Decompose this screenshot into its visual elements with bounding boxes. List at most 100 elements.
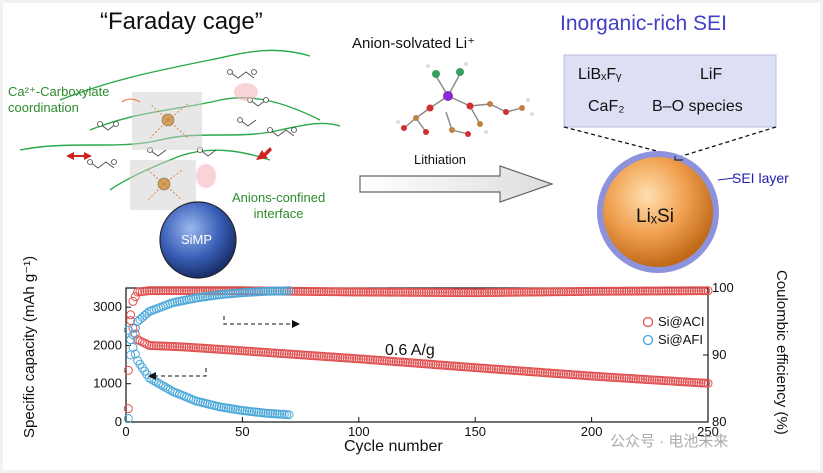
capacity-point-si-aci	[147, 341, 157, 351]
ce-point-si-aci	[419, 287, 429, 297]
ce-point-si-aci	[396, 287, 406, 297]
ce-point-si-afi	[272, 286, 282, 296]
ce-point-si-aci	[349, 287, 359, 297]
y-axis-label-right: Coulombic efficiency (%)	[773, 270, 790, 435]
ce-point-si-afi	[275, 286, 285, 296]
ce-point-si-aci	[584, 286, 594, 296]
ce-point-si-afi	[249, 287, 259, 297]
ce-point-si-aci	[340, 287, 350, 297]
ce-point-si-aci	[321, 287, 331, 297]
ce-point-si-aci	[505, 287, 515, 297]
ce-point-si-aci	[356, 287, 366, 297]
ce-point-si-aci	[435, 287, 445, 297]
capacity-point-si-afi	[130, 349, 140, 359]
ce-point-si-aci	[608, 286, 618, 296]
ce-point-si-aci	[289, 286, 299, 296]
capacity-point-si-afi	[158, 381, 168, 391]
ce-point-si-aci	[151, 286, 161, 296]
ce-point-si-aci	[428, 287, 438, 297]
ce-point-si-aci	[291, 286, 301, 296]
ce-point-si-aci	[549, 287, 559, 297]
ce-point-si-aci	[296, 286, 306, 296]
ce-point-si-aci	[417, 287, 427, 297]
ce-point-si-aci	[507, 287, 517, 297]
sei-composition-box	[563, 54, 777, 128]
capacity-point-si-aci	[668, 376, 678, 386]
capacity-point-si-aci	[589, 371, 599, 381]
ce-point-si-aci	[161, 286, 171, 296]
capacity-point-si-afi	[284, 410, 294, 420]
ce-point-si-afi	[142, 308, 152, 318]
ce-point-si-aci	[300, 286, 310, 296]
ce-point-si-aci	[347, 287, 357, 297]
ce-point-si-aci	[591, 286, 601, 296]
capacity-point-si-aci	[601, 372, 611, 382]
x-axis-label: Cycle number	[344, 438, 443, 455]
ce-point-si-aci	[293, 286, 303, 296]
ce-point-si-aci	[182, 286, 192, 296]
ce-point-si-aci	[552, 287, 562, 297]
zoom-marker	[674, 156, 683, 161]
ce-point-si-aci	[475, 288, 485, 298]
capacity-point-si-aci	[656, 375, 666, 385]
ce-point-si-aci	[305, 286, 315, 296]
ce-point-si-aci	[426, 287, 436, 297]
ca-coordination-label-line2: coordination	[8, 100, 79, 115]
ce-point-si-aci	[682, 286, 692, 296]
ce-point-si-aci	[175, 286, 185, 296]
ce-point-si-aci	[200, 286, 210, 296]
ce-point-si-aci	[535, 287, 545, 297]
ce-point-si-aci	[703, 286, 713, 296]
ce-point-si-afi	[128, 330, 138, 340]
capacity-point-si-aci	[165, 341, 175, 351]
ce-point-si-aci	[447, 288, 457, 298]
capacity-point-si-aci	[680, 377, 690, 387]
ce-point-si-afi	[265, 286, 275, 296]
ce-point-si-aci	[324, 287, 334, 297]
ce-point-si-aci	[491, 287, 501, 297]
ce-point-si-afi	[123, 414, 133, 424]
ce-point-si-aci	[205, 286, 215, 296]
capacity-point-si-aci	[619, 373, 629, 383]
ce-point-si-aci	[438, 288, 448, 298]
ce-point-si-aci	[179, 286, 189, 296]
ce-point-si-aci	[317, 287, 327, 297]
ce-point-si-aci	[358, 287, 368, 297]
capacity-point-si-aci	[696, 378, 706, 388]
ce-point-si-aci	[500, 287, 510, 297]
ce-point-si-aci	[652, 286, 662, 296]
capacity-point-si-aci	[654, 375, 664, 385]
y-left-tick-label: 0	[115, 414, 122, 429]
ce-point-si-aci	[526, 287, 536, 297]
capacity-point-si-aci	[594, 371, 604, 381]
ce-point-si-aci	[310, 287, 320, 297]
ce-point-si-aci	[386, 287, 396, 297]
ce-point-si-afi	[247, 287, 257, 297]
ce-point-si-afi	[237, 288, 247, 298]
ce-point-si-aci	[531, 287, 541, 297]
ce-point-si-aci	[668, 286, 678, 296]
ce-point-si-aci	[449, 288, 459, 298]
ce-point-si-aci	[442, 288, 452, 298]
ce-point-si-afi	[130, 323, 140, 333]
sei-species-libf: LiBₓFᵧ	[578, 66, 622, 83]
capacity-point-si-aci	[663, 376, 673, 386]
current-density-annotation: 0.6 A/g	[385, 342, 435, 359]
ce-point-si-aci	[666, 286, 676, 296]
capacity-point-si-aci	[603, 372, 613, 382]
capacity-point-si-aci	[652, 375, 662, 385]
ce-point-si-aci	[379, 287, 389, 297]
simp-particle	[159, 201, 237, 279]
ce-point-si-aci	[687, 286, 697, 296]
lithiation-arrow	[359, 165, 554, 203]
ce-point-si-aci	[587, 286, 597, 296]
ce-point-si-aci	[184, 286, 194, 296]
ce-point-si-afi	[282, 286, 292, 296]
ce-point-si-aci	[165, 286, 175, 296]
ce-point-si-aci	[202, 286, 212, 296]
ce-point-si-aci	[659, 286, 669, 296]
ce-point-si-aci	[689, 286, 699, 296]
ce-point-si-aci	[163, 286, 173, 296]
capacity-point-si-afi	[128, 342, 138, 352]
ce-point-si-aci	[391, 287, 401, 297]
